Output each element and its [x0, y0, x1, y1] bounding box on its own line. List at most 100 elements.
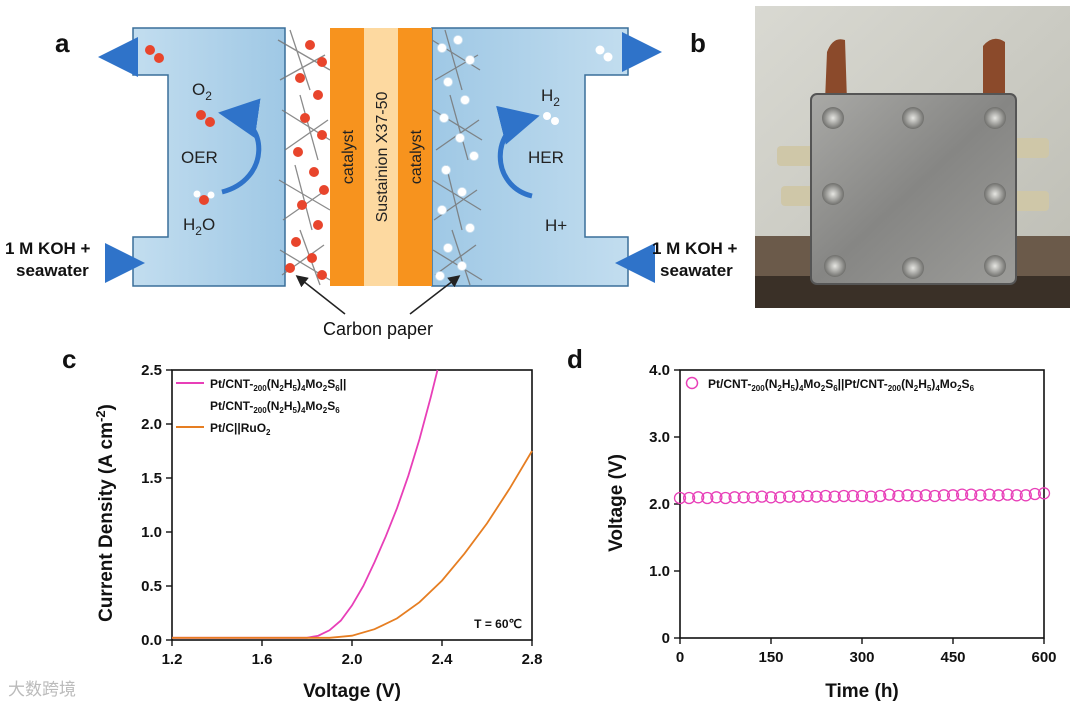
chart-d-legend: Pt/CNT-200(N2H5)4Mo2S6||Pt/CNT-200(N2H5)…	[685, 376, 975, 393]
stability-point	[819, 489, 832, 503]
her-curved-arrow	[496, 105, 540, 199]
stability-point	[919, 489, 932, 502]
o2-molecule-icon	[196, 110, 215, 127]
carbon-paper-pointer-left	[295, 275, 346, 315]
chart-c-xtick-label: 2.8	[522, 651, 543, 668]
stability-point	[719, 491, 732, 505]
chart-c-ytick-label: 1.5	[141, 470, 162, 487]
stability-point	[746, 491, 759, 504]
chart-c-ytick-label: 2.5	[141, 362, 162, 379]
h2-molecule-icon	[543, 112, 559, 125]
hydrogen-bubbles	[435, 35, 479, 281]
chart-c-ytick-label: 2.0	[141, 416, 162, 433]
chart-d-xtick-label: 600	[1031, 649, 1056, 666]
stability-point	[828, 490, 841, 503]
stability-point	[673, 491, 687, 505]
bolts	[822, 107, 1006, 279]
stability-point	[737, 491, 750, 504]
stability-point	[928, 489, 941, 503]
carbon-paper-left	[277, 29, 331, 286]
chart-c-xlabel: Voltage (V)	[303, 681, 401, 702]
electrolyzer-block	[810, 93, 1017, 285]
stability-point	[783, 490, 796, 503]
catalyst-label-anode: catalyst	[340, 129, 357, 184]
outlet-h2-bubbles	[595, 45, 613, 62]
stability-point	[937, 489, 951, 502]
stability-point	[910, 489, 923, 503]
stability-point	[992, 489, 1005, 502]
anode-feed-line2: seawater	[16, 261, 89, 280]
hplus-label: H+	[545, 216, 567, 235]
stability-point	[701, 491, 714, 505]
stability-point	[810, 490, 823, 503]
cathode-feed-line2: seawater	[660, 261, 733, 280]
stability-point	[773, 491, 787, 504]
polarization-chart: 1.2 1.6 2.0 2.4 2.8 0.0 0.5 1.0 1.5 2.0 2.5 Voltag…	[93, 362, 543, 702]
catalyst-layer-anode	[330, 28, 364, 286]
stability-point	[855, 489, 869, 503]
temperature-annotation: T = 60℃	[474, 617, 522, 631]
series-line-pt-c-ruo2	[172, 450, 533, 639]
chart-c-ytick-label: 1.0	[141, 524, 162, 541]
stability-point	[710, 491, 723, 504]
carbon-paper-label: Carbon paper	[323, 319, 433, 339]
stability-point	[1028, 487, 1042, 501]
legend-entry-pink-line2: Pt/CNT-200(N2H5)4Mo2S6	[210, 399, 340, 415]
watermark: 大数跨境	[8, 680, 76, 699]
stability-point	[901, 489, 914, 502]
stability-chart: 0 150 300 450 600 0 1.0 2.0 3.0 4.0 Time (h) Volt…	[606, 362, 1057, 702]
chart-d-plot-frame	[679, 369, 1045, 639]
catalyst-layer-cathode	[398, 28, 432, 286]
panel-label-d: d	[567, 344, 583, 374]
h2-label: H2	[541, 86, 560, 109]
membrane-layer	[364, 28, 398, 286]
anode-feed-line1: 1 M KOH +	[5, 239, 91, 258]
stability-point	[837, 489, 850, 503]
chart-d-ylabel: Voltage (V)	[606, 454, 627, 552]
chart-c-xtick-label: 1.6	[252, 651, 273, 668]
chart-d-xtick-label: 0	[676, 649, 684, 666]
outlet-o2-bubbles	[145, 45, 164, 63]
stability-point	[874, 489, 887, 503]
chart-d-ytick-label: 1.0	[649, 563, 670, 580]
chart-c-ytick-label: 0.0	[141, 632, 162, 649]
chart-d-ytick-label: 0	[662, 630, 670, 647]
stability-point	[892, 489, 905, 503]
cathode-feed-line1: 1 M KOH +	[652, 239, 738, 258]
chart-c-ylabel: Current Density (A cm-2)	[93, 404, 117, 622]
panel-label-b: b	[690, 28, 706, 58]
chart-d-xtick-label: 150	[758, 649, 783, 666]
anode-chamber	[132, 27, 286, 287]
h2o-molecule-icon	[193, 190, 215, 205]
chart-c-xtick-label: 2.0	[342, 651, 363, 668]
stability-point	[1001, 488, 1014, 501]
panel-label-a: a	[55, 28, 70, 58]
stability-point	[965, 488, 978, 501]
stability-point	[1010, 489, 1023, 502]
copper-tab-right	[983, 38, 1005, 101]
carbon-paper-pointer-right	[409, 275, 461, 315]
stability-point	[792, 490, 805, 503]
chart-c-xtick-label: 2.4	[432, 651, 454, 668]
electrolyzer-photo	[755, 6, 1070, 308]
legend-entry-orange: Pt/C||RuO2	[210, 421, 271, 437]
stability-point	[755, 490, 769, 503]
stability-point	[764, 491, 778, 504]
stability-point	[974, 489, 987, 502]
oxygen-bubbles	[285, 40, 329, 280]
chart-c-ytick-label: 0.5	[141, 578, 162, 595]
stability-point	[728, 491, 741, 504]
stability-point	[883, 488, 896, 501]
legend-entry-d: Pt/CNT-200(N2H5)4Mo2S6||Pt/CNT-200(N2H5)…	[708, 377, 975, 393]
chart-c-legend: Pt/CNT-200(N2H5)4Mo2S6|| Pt/CNT-200(N2H5…	[176, 377, 346, 437]
chart-d-ytick-label: 2.0	[649, 496, 670, 513]
stability-point	[682, 491, 696, 505]
chart-d-ytick-label: 4.0	[649, 362, 670, 379]
stability-point	[946, 489, 960, 502]
chart-c-xtick-label: 1.2	[162, 651, 183, 668]
copper-tab-left	[825, 39, 847, 101]
stability-point	[846, 489, 860, 503]
membrane-label: Sustainion X37-50	[374, 92, 391, 223]
electrolyzer-schematic: catalyst Sustainion X37-50 catalyst O2 O…	[5, 27, 738, 339]
her-label: HER	[528, 148, 564, 167]
